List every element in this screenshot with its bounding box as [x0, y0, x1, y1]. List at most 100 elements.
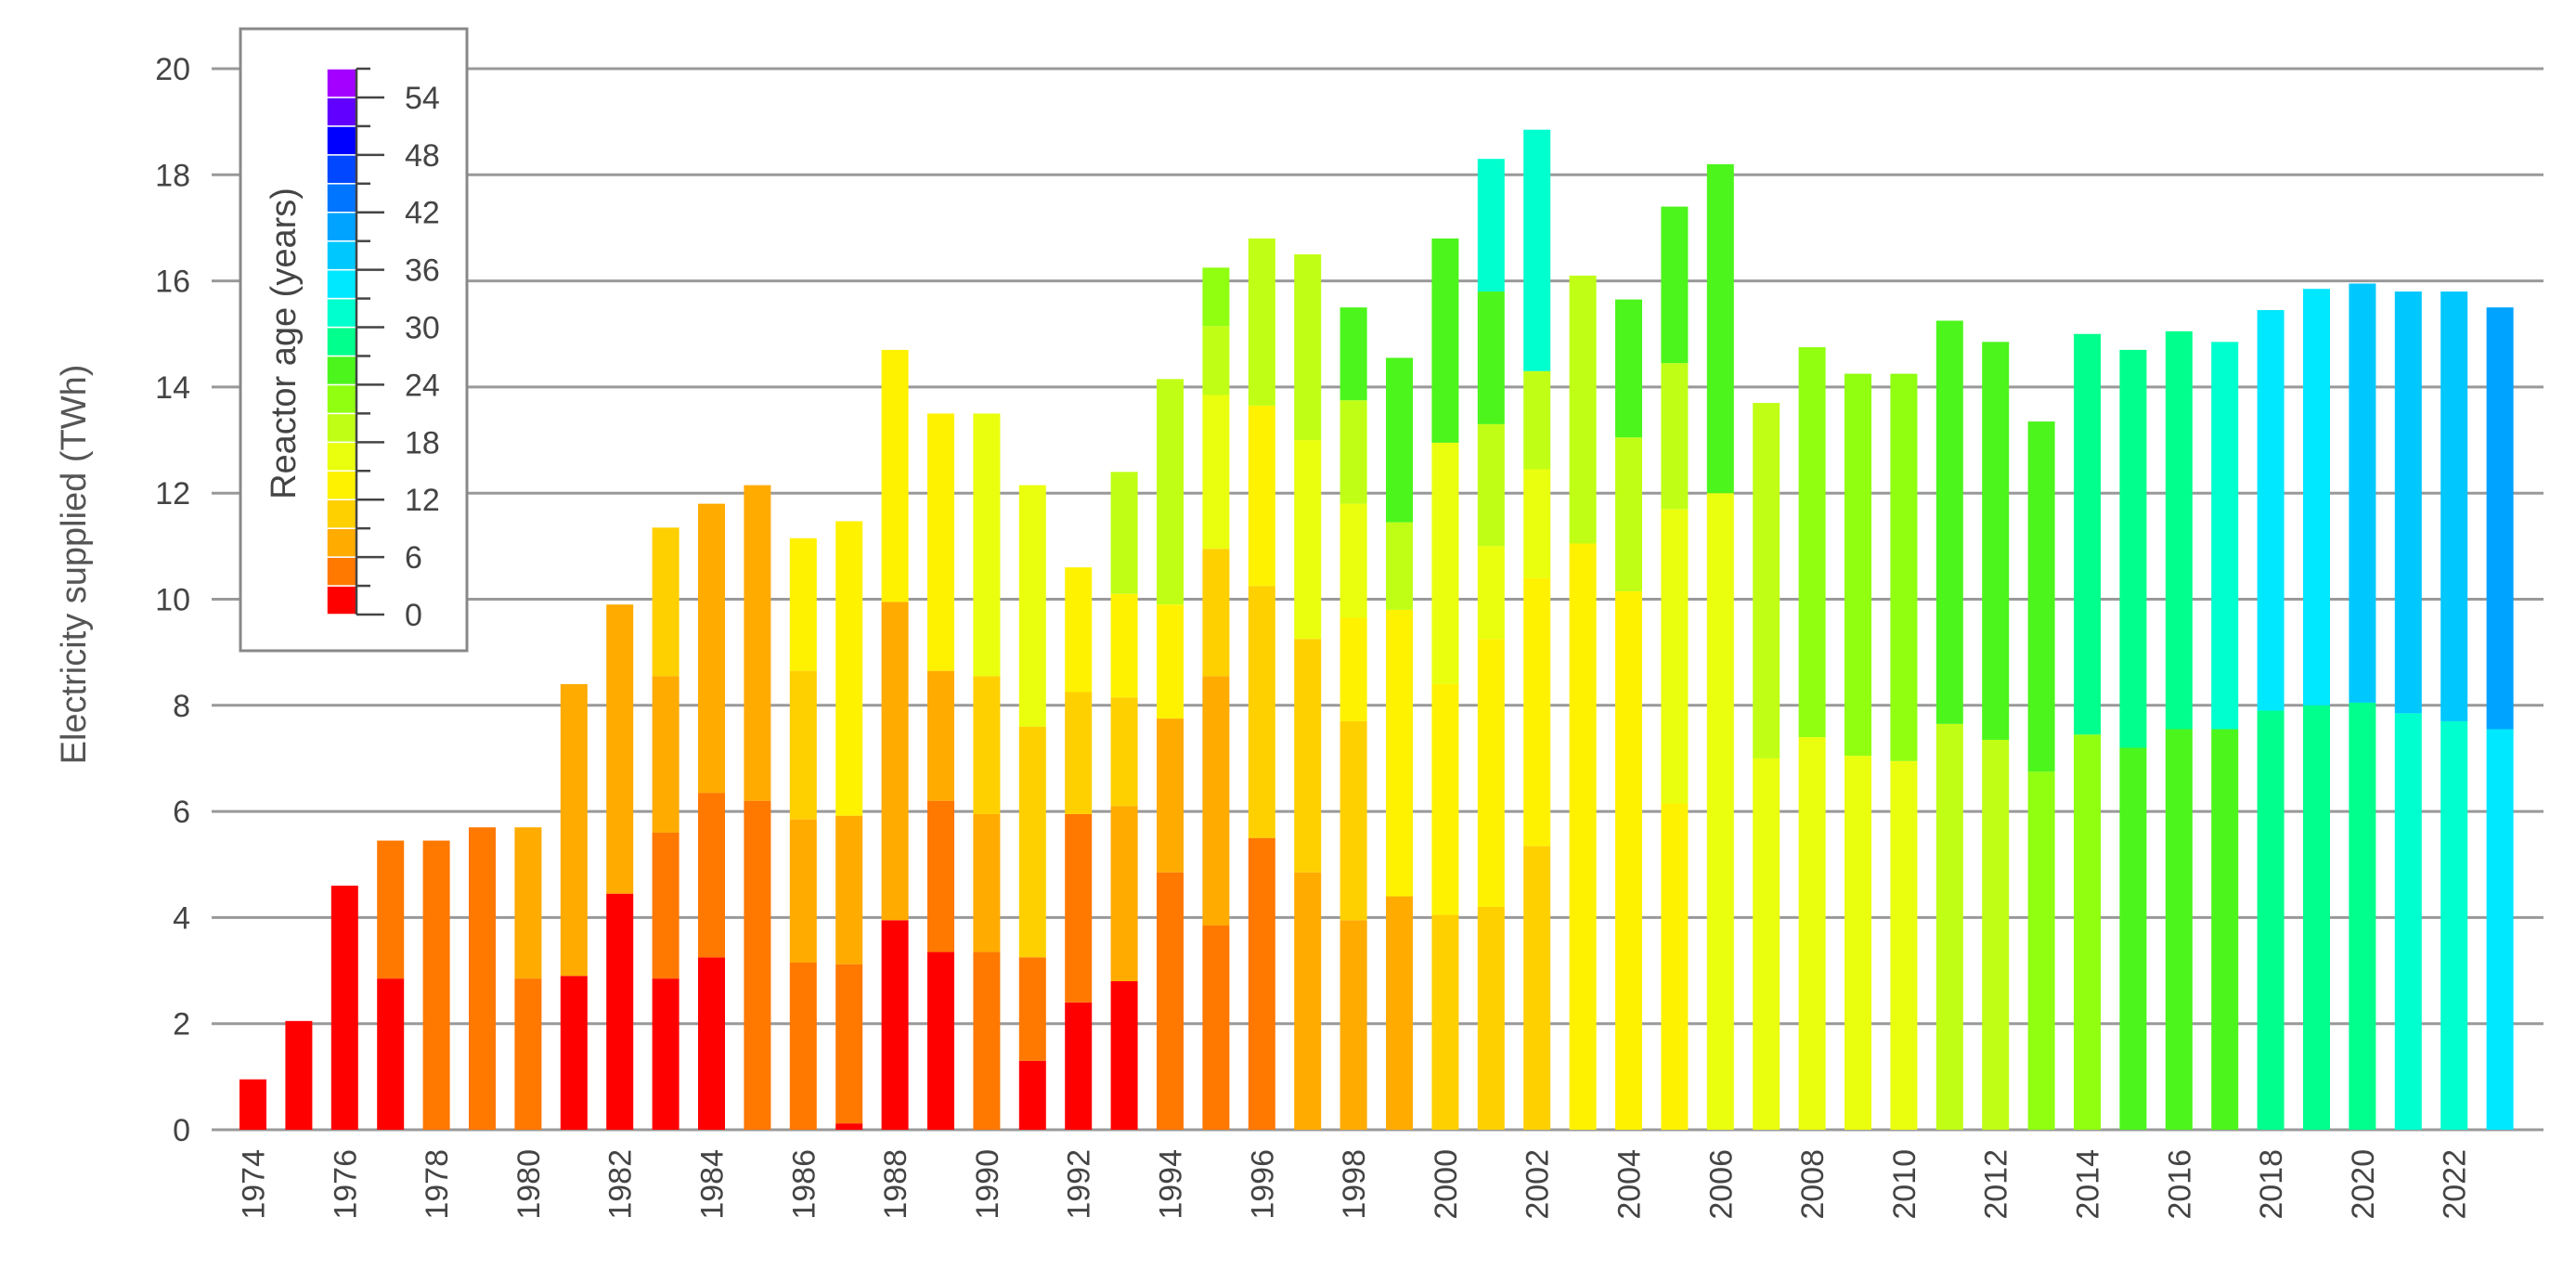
bar-segment [1982, 739, 2010, 1130]
bar-segment [652, 978, 680, 1130]
bar-segment [1706, 493, 1734, 1130]
bar-segment [422, 840, 450, 1130]
legend-swatch [326, 412, 357, 444]
bar-segment [1615, 437, 1642, 591]
legend-tick-label: 36 [405, 253, 440, 289]
bar-segment [1340, 307, 1367, 401]
bar-segment [1386, 357, 1413, 523]
bar-segment [1935, 723, 1963, 1130]
legend-swatch [326, 97, 357, 127]
x-tick-label: 2002 [1521, 1149, 1556, 1220]
bar-segment [1890, 373, 1918, 761]
bar-segment [1157, 379, 1184, 605]
x-tick-label: 1998 [1337, 1149, 1372, 1220]
bar-segment [927, 952, 954, 1130]
y-tick-label: 2 [173, 1007, 190, 1042]
bar-segment [330, 886, 358, 1130]
bar-segment [1431, 238, 1459, 443]
bar-segment [1523, 370, 1551, 470]
legend-tick-label: 6 [405, 540, 422, 576]
legend-swatch [326, 125, 357, 156]
bar-segment [560, 683, 588, 977]
legend-tick-label: 54 [405, 81, 440, 116]
bar-segment [2165, 330, 2193, 730]
bar-segment [2486, 307, 2514, 730]
bar-segment [789, 819, 817, 963]
legend-swatch [326, 297, 357, 329]
bar-segment [1798, 737, 1826, 1130]
x-tick-label: 2014 [2071, 1149, 2106, 1220]
bar-segment [1615, 299, 1642, 438]
bar-segment [1982, 342, 2010, 740]
bar-segment [2486, 729, 2514, 1130]
bar-segment [2257, 710, 2285, 1130]
y-tick-label: 6 [173, 795, 190, 830]
bar-segment [2119, 747, 2147, 1130]
x-tick-label: 1976 [328, 1149, 363, 1220]
bar-segment [973, 413, 1001, 677]
bar-segment [2394, 291, 2422, 714]
bar-segment [1202, 395, 1230, 550]
bar-segment [1661, 206, 1689, 364]
x-tick-label: 1982 [603, 1149, 639, 1220]
bar-segment [2211, 729, 2239, 1130]
gridlines [212, 67, 2544, 1132]
legend: Reactor age (years) 0 6 12 18 24 30 36 42 48 54 [239, 27, 469, 653]
bar-segment [973, 813, 1001, 952]
bar-segment [652, 527, 680, 677]
bar-segment [1248, 586, 1275, 838]
bar-segment [2303, 289, 2330, 706]
bar-segment [1065, 567, 1093, 693]
bar-segment [2027, 421, 2055, 772]
bar-segment [744, 485, 771, 801]
x-tick-label: 2020 [2346, 1149, 2381, 1220]
x-tick-label: 1980 [511, 1149, 547, 1220]
bar-segment [1661, 803, 1689, 1130]
bar-segment [1386, 522, 1413, 610]
bar-segment [1294, 872, 1322, 1130]
legend-tick-label: 18 [405, 425, 440, 460]
bar-segment [1294, 440, 1322, 640]
bar-segment [514, 978, 542, 1130]
bar-segment [1294, 254, 1322, 441]
x-tick-label: 2012 [1979, 1149, 2014, 1220]
bar-segment [2074, 734, 2101, 1130]
bar-segment [1569, 543, 1597, 1130]
bar-segment [652, 832, 680, 979]
x-tick-label: 2016 [2162, 1149, 2197, 1220]
bar-segment [698, 957, 725, 1130]
bar-segment [1157, 872, 1184, 1130]
y-tick-label: 20 [155, 52, 190, 87]
bar-segment [2211, 342, 2239, 730]
legend-swatch [326, 183, 357, 214]
legend-tick-label: 12 [405, 483, 440, 518]
bar-segment [1202, 925, 1230, 1130]
bar-segment [1706, 163, 1734, 494]
y-axis-title: Electricity supplied (TWh) [55, 365, 94, 765]
bar-segment [1018, 1060, 1046, 1130]
bar-segment [1248, 238, 1275, 406]
bar-segment [835, 1123, 863, 1130]
bar-segment [1477, 159, 1505, 292]
x-tick-label: 2006 [1703, 1149, 1739, 1220]
bar-segment [1340, 920, 1367, 1130]
bar-segment [789, 670, 817, 820]
bar-segment [1523, 846, 1551, 1130]
legend-colorbar [326, 68, 357, 615]
legend-title: Reactor age (years) [265, 188, 304, 499]
legend-ticks: 0 6 12 18 24 30 36 42 48 54 [355, 67, 440, 633]
bar-segment [1110, 472, 1138, 594]
bar-segment [1018, 726, 1046, 958]
bar-segment [1523, 577, 1551, 847]
bar-segment [1569, 275, 1597, 544]
bar-segment [1523, 469, 1551, 578]
bar-segment [881, 349, 909, 602]
legend-swatch [326, 268, 357, 300]
bar-segment [1065, 692, 1093, 814]
bar-segment [1431, 914, 1459, 1130]
bar-segment [560, 976, 588, 1130]
bar-segment [835, 964, 863, 1124]
x-tick-label: 1986 [786, 1149, 822, 1220]
legend-tick-label: 48 [405, 138, 440, 174]
bar-segment [1477, 906, 1505, 1130]
